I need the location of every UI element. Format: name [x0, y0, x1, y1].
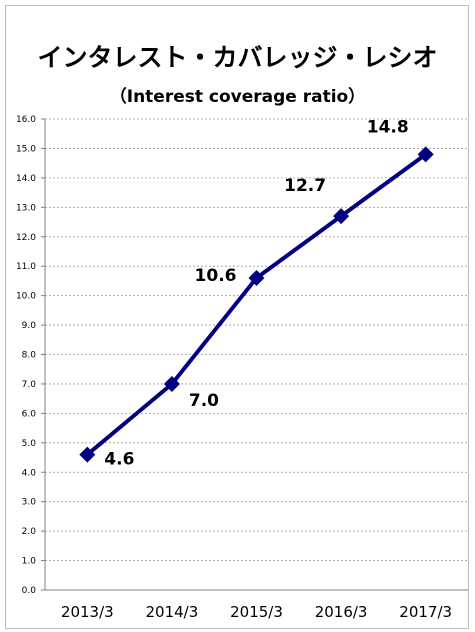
y-tick-label: 12.0: [16, 233, 36, 243]
y-tick-label: 5.0: [22, 439, 37, 449]
data-labels: 4.6 7.0 10.6 12.7 14.8: [104, 117, 408, 469]
y-tick-label: 4.0: [22, 468, 37, 478]
y-tick-label: 13.0: [16, 203, 36, 213]
y-tick-label: 11.0: [16, 262, 36, 272]
y-tick-label: 10.0: [16, 292, 36, 302]
x-tick-label: 2015/3: [230, 603, 283, 621]
data-label: 7.0: [189, 391, 219, 411]
y-tick-label: 6.0: [22, 409, 37, 419]
y-tick-label: 0.0: [22, 586, 37, 596]
y-tick-label: 15.0: [16, 144, 36, 154]
y-tick-label: 7.0: [22, 380, 37, 390]
series-group: [79, 146, 433, 462]
x-tick-label: 2014/3: [146, 603, 199, 621]
x-tick-label: 2017/3: [399, 603, 452, 621]
x-tick-label: 2013/3: [61, 603, 114, 621]
data-label: 14.8: [367, 117, 409, 137]
x-tick-label: 2016/3: [315, 603, 368, 621]
y-tick-label: 16.0: [16, 115, 36, 125]
y-tick-labels: 0.0 1.0 2.0 3.0 4.0 5.0 6.0 7.0 8.0 9.0 10.0 11.0 12…: [16, 115, 36, 596]
y-tick-label: 9.0: [22, 321, 37, 331]
gridlines: [45, 119, 468, 561]
data-label: 12.7: [284, 176, 326, 196]
data-label: 10.6: [195, 266, 237, 286]
y-tick-label: 1.0: [22, 557, 37, 567]
data-label: 4.6: [104, 450, 134, 470]
y-tick-label: 3.0: [22, 498, 37, 508]
x-tick-labels: 2013/3 2014/3 2015/3 2016/3 2017/3: [61, 603, 452, 621]
series-line: [87, 154, 425, 454]
y-tick-label: 14.0: [16, 174, 36, 184]
y-tick-label: 8.0: [22, 351, 37, 361]
y-tick-label: 2.0: [22, 527, 37, 537]
